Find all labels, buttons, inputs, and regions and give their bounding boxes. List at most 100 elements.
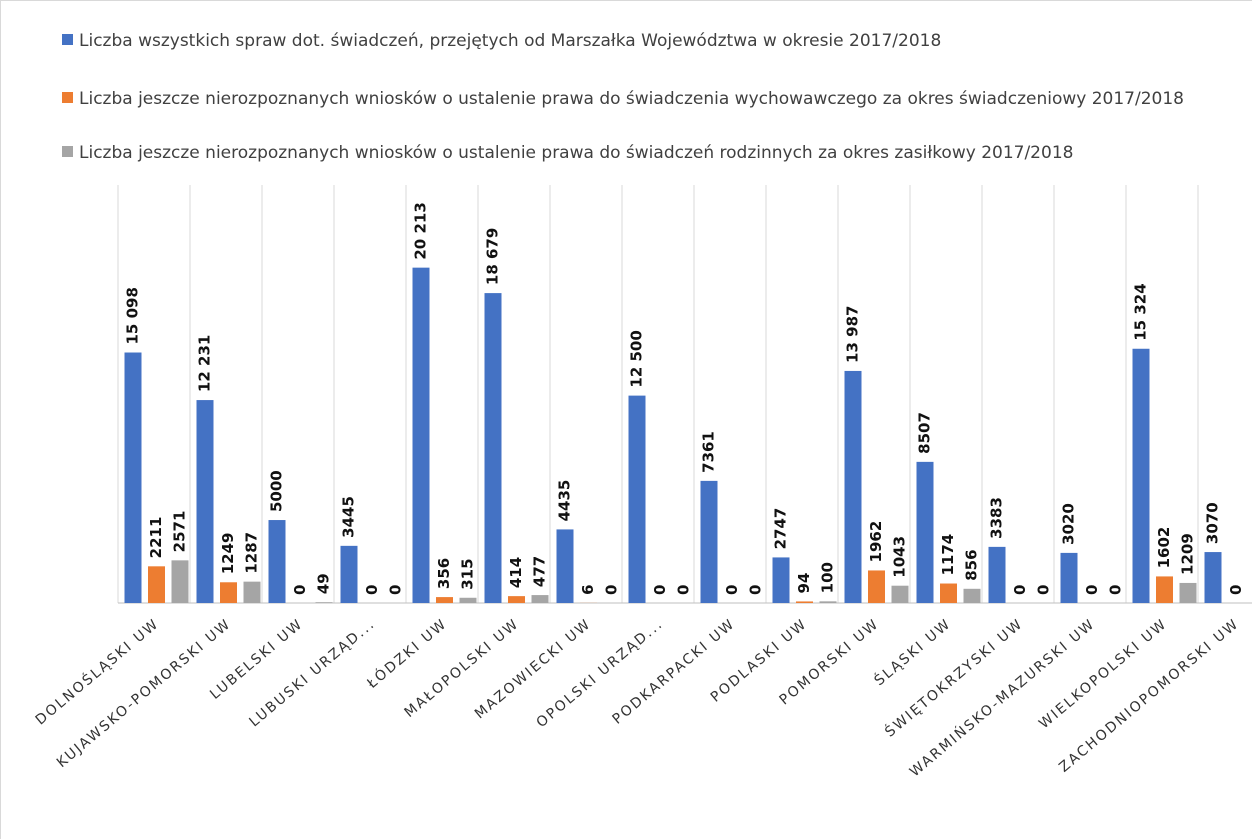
value-label: 2211	[147, 517, 165, 559]
value-label: 3070	[1204, 502, 1222, 544]
bar	[1060, 552, 1078, 603]
bar	[412, 267, 430, 603]
value-label: 315	[459, 558, 477, 589]
value-label: 3020	[1060, 503, 1078, 545]
bar	[171, 560, 189, 603]
bar	[1204, 552, 1222, 603]
value-label: 0	[387, 585, 405, 595]
value-label: 0	[1227, 585, 1245, 595]
value-label: 0	[363, 585, 381, 595]
value-label: 15 324	[1132, 283, 1150, 340]
value-label: 1174	[939, 534, 957, 576]
bar	[508, 596, 525, 603]
legend-entry: Liczba wszystkich spraw dot. świadczeń, …	[62, 28, 1242, 54]
value-label: 6	[579, 584, 597, 594]
bar	[819, 601, 837, 603]
value-label: 13 987	[844, 306, 862, 363]
value-label: 0	[651, 585, 669, 595]
bar	[243, 581, 261, 603]
bar	[963, 588, 981, 603]
value-label: 0	[1035, 585, 1053, 595]
value-label: 12 231	[196, 335, 214, 392]
value-label: 414	[507, 557, 525, 588]
value-label: 0	[1083, 585, 1101, 595]
bar	[459, 597, 477, 603]
value-label: 15 098	[124, 287, 142, 344]
value-label: 8507	[916, 412, 934, 454]
bar	[988, 546, 1006, 603]
bar	[531, 595, 549, 603]
x-tick-label: PODKARPACKI UW	[610, 616, 739, 728]
value-label: 3445	[340, 496, 358, 538]
value-label: 2571	[171, 511, 189, 553]
bar	[700, 480, 718, 603]
bar	[124, 352, 142, 603]
bar	[315, 602, 333, 603]
value-label: 1043	[891, 536, 909, 578]
value-label: 7361	[700, 431, 718, 473]
value-label: 356	[435, 558, 453, 589]
x-tick-label: MAZOWIECKI UW	[472, 616, 595, 723]
value-label: 4435	[556, 480, 574, 522]
value-label: 3383	[988, 497, 1006, 539]
value-label: 0	[603, 585, 621, 595]
x-tick-label: LUBUSKI URZĄD...	[246, 616, 378, 731]
bar	[1179, 582, 1197, 603]
value-label: 856	[963, 549, 981, 580]
value-label: 0	[747, 585, 765, 595]
bar	[484, 293, 502, 603]
bar	[196, 400, 214, 603]
value-label: 49	[315, 573, 333, 594]
x-tick-label: OPOLSKI URZĄD...	[534, 616, 667, 731]
legend-label: Liczba jeszcze nierozpoznanych wniosków …	[79, 143, 1074, 163]
value-label: 0	[291, 585, 309, 595]
bar	[844, 370, 862, 603]
value-label: 0	[675, 585, 693, 595]
bar	[1132, 348, 1150, 603]
x-tick-label: DOLNOŚLĄSKI UW	[31, 614, 162, 728]
bar	[891, 585, 909, 603]
value-label: 2747	[772, 508, 790, 550]
value-label: 1249	[219, 533, 237, 575]
value-label: 0	[723, 585, 741, 595]
value-label: 18 679	[484, 228, 502, 285]
value-label: 100	[819, 562, 837, 593]
value-label: 1602	[1155, 527, 1173, 569]
bar	[220, 582, 237, 603]
bar	[436, 597, 453, 603]
value-label: 12 500	[628, 330, 646, 387]
bar	[628, 395, 646, 603]
bar	[868, 570, 885, 603]
bar	[148, 566, 165, 603]
value-label: 94	[795, 573, 813, 594]
x-tick-label: ŚWIĘTOKRZYSKI UW	[881, 614, 1027, 740]
value-label: 5000	[268, 470, 286, 512]
value-label: 0	[1107, 585, 1125, 595]
bar	[556, 529, 574, 603]
legend-label: Liczba jeszcze nierozpoznanych wniosków …	[79, 89, 1184, 109]
legend-entry: Liczba jeszcze nierozpoznanych wniosków …	[62, 86, 1242, 112]
bar	[916, 461, 934, 603]
value-label: 20 213	[412, 202, 430, 259]
bar	[796, 601, 813, 603]
legend-entry: Liczba jeszcze nierozpoznanych wniosków …	[62, 140, 1242, 166]
legend-label: Liczba wszystkich spraw dot. świadczeń, …	[79, 31, 942, 51]
value-label: 1962	[867, 521, 885, 563]
value-label: 1209	[1179, 533, 1197, 575]
x-tick-label: WIELKOPOLSKI UW	[1036, 616, 1170, 732]
legend-swatch	[62, 92, 73, 103]
value-label: 477	[531, 556, 549, 587]
x-tick-label: MAŁOPOLSKI UW	[402, 616, 523, 721]
bar	[1156, 576, 1173, 603]
bar	[340, 545, 358, 603]
legend-swatch	[62, 146, 73, 157]
value-label: 1287	[243, 532, 261, 574]
value-label: 0	[1011, 585, 1029, 595]
legend-swatch	[62, 34, 73, 45]
bar	[772, 557, 790, 603]
value-label: 0	[1251, 585, 1252, 595]
bar	[268, 520, 286, 603]
